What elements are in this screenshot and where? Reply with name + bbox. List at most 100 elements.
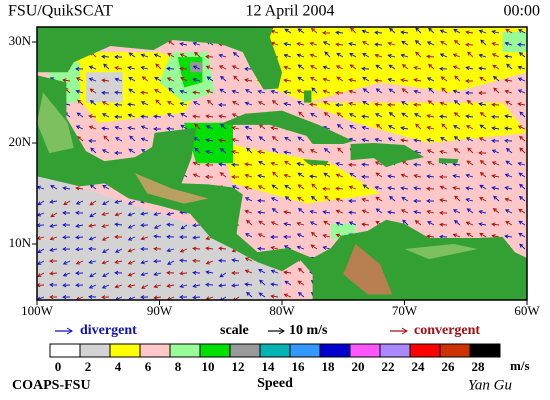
wind-vector [296,162,305,167]
wind-vector [114,137,123,142]
wind-vector [114,66,123,71]
wind-vector [37,272,45,277]
wind-vector [426,174,435,179]
wind-vector [244,89,253,94]
wind-vector [467,51,474,58]
wind-vector [283,245,292,250]
lon-label: 70W [392,303,418,318]
wind-vector [257,198,266,203]
land-puerto-rico [438,158,459,164]
wind-vector [517,89,526,94]
wind-vector [415,51,422,58]
wind-vector [296,245,305,250]
wind-vector [180,124,188,130]
wind-vector [257,233,266,238]
wind-vector [348,89,357,94]
wind-vector [101,260,110,265]
divergent-label: divergent [80,323,137,338]
wind-vector [205,174,214,179]
wind-vector [387,77,396,82]
wind-vector [37,260,45,265]
colorbar-swatch [469,343,501,358]
lat-label: 30N [9,33,32,48]
wind-vector [453,99,461,106]
colorbar-tick-label: 16 [292,359,306,374]
wind-vector [504,41,513,46]
wind-vector [128,148,136,154]
wind-vector [479,124,487,130]
wind-vector [205,246,214,251]
wind-vector [284,161,292,166]
wind-vector [75,200,84,205]
wind-vector [297,207,305,214]
wind-vector [284,28,292,34]
wind-vector [505,28,513,34]
wind-vector [205,270,214,275]
wind-vector [75,77,84,82]
wind-vector [192,90,201,95]
wind-vector [413,65,422,71]
wind-vector [140,295,149,300]
wind-vector [192,235,201,240]
wind-vector [465,42,474,47]
wind-vector [166,248,175,253]
wind-vector [49,294,58,300]
wind-vector [257,101,266,106]
wind-vector [258,220,266,226]
wind-vector [88,125,97,130]
wind-vector [62,260,71,265]
convergent-label: convergent [414,323,480,338]
wind-vector [283,65,292,70]
wind-vector [453,148,461,154]
wind-vector [426,198,435,204]
wind-vector [401,40,409,46]
wind-vector [192,283,201,288]
wind-vector [127,224,136,229]
wind-vector [375,88,383,94]
wind-vector [374,42,383,47]
wind-vector [284,196,292,202]
wind-vector [140,125,149,130]
wind-vector [440,41,448,46]
wind-vector [322,210,331,215]
wind-vector [192,77,201,82]
wind-vector [194,147,201,154]
wind-vector [439,114,448,119]
wind-vector [504,197,513,202]
wind-vector [154,76,162,82]
wind-vector [127,283,136,288]
wind-vector [506,63,513,70]
wind-vector [153,246,162,251]
wind-vector [192,101,201,106]
wind-vector [322,65,331,70]
wind-vector [114,212,123,217]
speed-regions [37,27,527,300]
wind-vector [101,295,110,300]
wind-vector [206,99,214,106]
wind-vector [140,65,149,70]
wind-vector [192,295,201,300]
wind-vector [192,270,201,275]
wind-vector [348,162,357,167]
credit: COAPS-FSU [12,378,91,393]
wind-vector [102,200,110,205]
wind-vector [452,233,461,238]
wind-vector [283,234,292,239]
wind-vector [129,135,136,142]
wind-vector [49,223,58,228]
wind-vector [166,270,175,275]
wind-vector [479,76,487,82]
lon-label: 60W [514,303,540,318]
wind-vector [519,111,526,118]
wind-vector [348,101,357,106]
wind-vector [114,284,123,289]
region-green [184,122,233,164]
wind-vector [440,76,448,82]
wind-vector [310,231,318,238]
wind-vector [101,149,110,154]
wind-vector [102,248,110,253]
wind-vector [283,78,292,83]
wind-vector [374,78,383,83]
wind-vector [283,293,292,298]
wind-vector [517,77,526,82]
